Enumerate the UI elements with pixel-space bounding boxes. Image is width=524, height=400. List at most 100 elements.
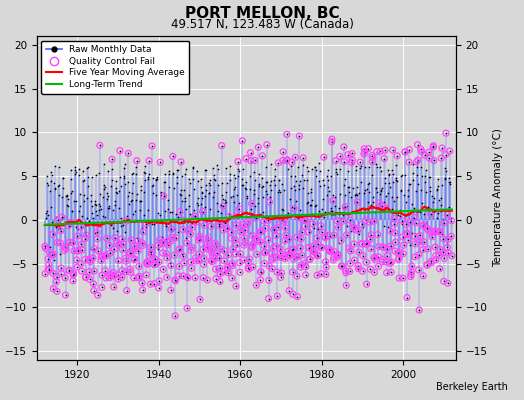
Point — [422, 220, 431, 226]
Point — [407, 269, 416, 275]
Point — [46, 249, 54, 255]
Point — [219, 196, 227, 202]
Point — [41, 243, 49, 250]
Point — [97, 254, 106, 260]
Point — [252, 215, 260, 222]
Point — [178, 198, 186, 204]
Legend: Raw Monthly Data, Quality Control Fail, Five Year Moving Average, Long-Term Tren: Raw Monthly Data, Quality Control Fail, … — [41, 40, 190, 94]
Point — [96, 205, 105, 212]
Point — [250, 169, 258, 176]
Point — [446, 180, 454, 187]
Point — [126, 250, 135, 256]
Point — [77, 224, 85, 230]
Point — [294, 182, 303, 188]
Point — [41, 245, 50, 252]
Point — [379, 223, 388, 229]
Point — [239, 257, 248, 263]
Point — [447, 252, 456, 259]
Point — [107, 165, 116, 172]
Point — [159, 238, 167, 245]
Point — [433, 183, 442, 189]
Point — [45, 266, 53, 272]
Point — [71, 169, 80, 175]
Point — [288, 269, 297, 275]
Point — [245, 266, 253, 272]
Point — [246, 150, 255, 156]
Point — [122, 255, 130, 262]
Point — [253, 251, 261, 258]
Point — [233, 213, 241, 220]
Point — [189, 164, 198, 170]
Point — [256, 277, 265, 283]
Point — [125, 250, 134, 256]
Point — [67, 166, 75, 173]
Point — [63, 191, 71, 198]
Point — [220, 248, 228, 254]
Point — [199, 274, 208, 281]
Point — [56, 240, 64, 246]
Point — [250, 186, 258, 193]
Point — [374, 231, 382, 238]
Point — [278, 180, 287, 187]
Point — [375, 243, 383, 250]
Point — [275, 177, 283, 183]
Point — [241, 239, 249, 246]
Point — [208, 249, 216, 256]
Point — [271, 166, 279, 172]
Point — [365, 188, 373, 195]
Point — [194, 195, 202, 202]
Point — [89, 215, 97, 221]
Point — [379, 244, 387, 250]
Point — [445, 148, 454, 154]
Point — [340, 144, 348, 150]
Point — [220, 258, 228, 264]
Point — [83, 195, 91, 201]
Point — [178, 250, 187, 257]
Point — [440, 255, 449, 262]
Point — [427, 258, 435, 264]
Point — [81, 274, 90, 281]
Point — [349, 224, 357, 230]
Point — [204, 237, 212, 243]
Point — [101, 183, 109, 190]
Point — [361, 148, 369, 155]
Point — [142, 272, 150, 278]
Point — [341, 176, 349, 182]
Point — [239, 222, 247, 228]
Point — [126, 269, 135, 276]
Point — [368, 158, 377, 165]
Point — [363, 281, 371, 287]
Point — [196, 296, 204, 303]
Point — [176, 246, 184, 252]
Point — [419, 246, 427, 253]
Point — [81, 256, 89, 263]
Point — [321, 258, 330, 265]
Point — [60, 220, 68, 227]
Point — [114, 257, 123, 264]
Point — [291, 154, 300, 160]
Point — [406, 219, 414, 225]
Point — [85, 268, 93, 275]
Point — [73, 264, 81, 270]
Point — [336, 215, 345, 221]
Point — [144, 174, 152, 180]
Point — [195, 250, 203, 257]
Point — [342, 232, 351, 238]
Point — [364, 146, 373, 152]
Point — [200, 255, 208, 262]
Point — [307, 202, 315, 208]
Point — [386, 228, 395, 234]
Point — [257, 184, 266, 190]
Point — [52, 278, 61, 285]
Point — [285, 288, 293, 294]
Point — [381, 147, 389, 154]
Point — [286, 252, 294, 259]
Point — [200, 261, 208, 268]
Point — [396, 188, 405, 194]
Point — [167, 262, 176, 269]
Point — [378, 259, 386, 265]
Point — [259, 209, 268, 216]
Point — [434, 176, 442, 182]
Point — [219, 227, 227, 233]
Point — [216, 271, 224, 277]
